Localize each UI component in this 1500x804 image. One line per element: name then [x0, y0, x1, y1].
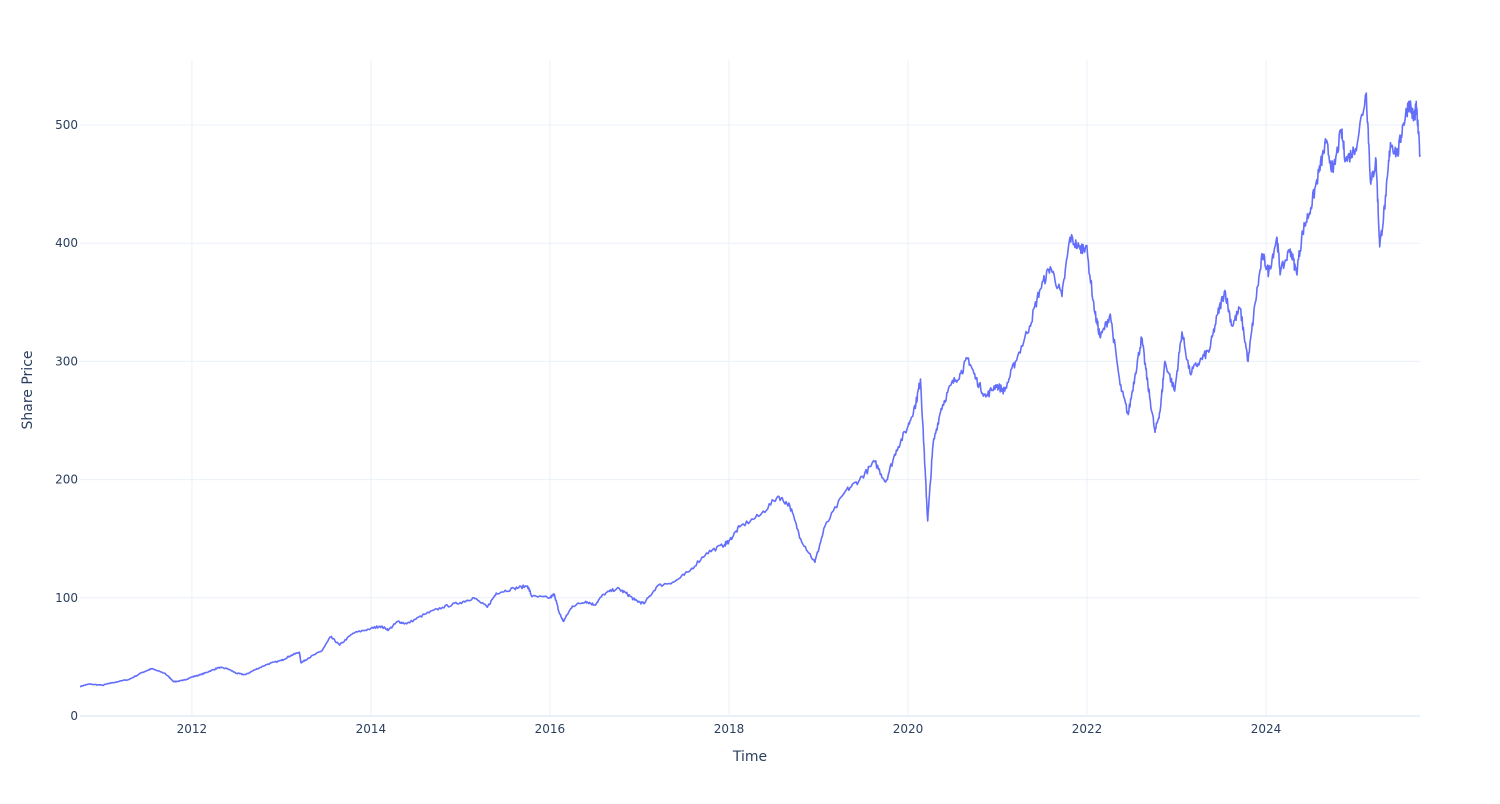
y-tick-label: 0: [70, 709, 78, 723]
x-tick-label: 2020: [893, 722, 924, 736]
y-axis-title: Share Price: [20, 350, 36, 429]
gridlines: [80, 60, 1420, 717]
y-tick-label: 200: [55, 473, 78, 487]
y-axis-ticks: 0 100 200 300 400 500: [55, 118, 78, 723]
y-tick-label: 300: [55, 354, 78, 368]
x-axis-ticks: 2012 2014 2016 2018 2020 2022 2024: [177, 722, 1282, 736]
x-tick-label: 2012: [177, 722, 208, 736]
x-tick-label: 2016: [535, 722, 566, 736]
x-tick-label: 2014: [356, 722, 387, 736]
y-tick-label: 500: [55, 118, 78, 132]
series-line-share-price: [79, 92, 1421, 688]
x-axis-title: Time: [732, 749, 767, 765]
x-tick-label: 2024: [1251, 722, 1282, 736]
y-tick-label: 100: [55, 591, 78, 605]
x-tick-label: 2018: [714, 722, 745, 736]
series-layer: [79, 92, 1421, 688]
y-tick-label: 400: [55, 236, 78, 250]
x-tick-label: 2022: [1072, 722, 1103, 736]
